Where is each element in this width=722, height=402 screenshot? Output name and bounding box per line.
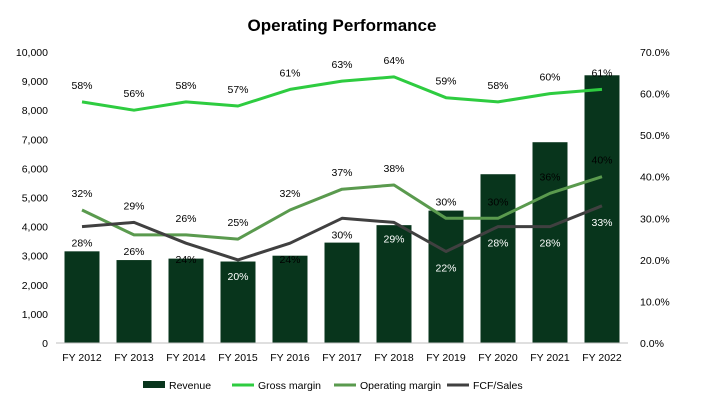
y-left-tick-label: 0: [42, 338, 48, 350]
revenue-bar: [272, 255, 308, 343]
fcf-sales-label: 28%: [71, 238, 92, 250]
operating-margin-label: 25%: [227, 217, 248, 229]
gross-margin-label: 64%: [383, 55, 404, 67]
fcf-sales-label: 24%: [175, 254, 196, 266]
gross-margin-label: 56%: [123, 88, 144, 100]
fcf-sales-line: [81, 204, 603, 262]
operating-margin-label: 36%: [539, 171, 560, 183]
legend-label: Gross margin: [258, 380, 321, 392]
gross-margin-label: 61%: [591, 67, 612, 79]
chart-title: Operating Performance: [248, 16, 437, 35]
fcf-sales-label: 33%: [591, 217, 612, 229]
operating-margin-label: 32%: [279, 188, 300, 200]
legend-label: Revenue: [169, 380, 211, 392]
y-right-tick-label: 20.0%: [640, 255, 670, 267]
y-right-tick-label: 30.0%: [640, 213, 670, 225]
operating-margin-label: 26%: [175, 213, 196, 225]
fcf-sales-label: 30%: [331, 229, 352, 241]
x-tick-label: FY 2016: [270, 352, 310, 364]
gross-margin-label: 57%: [227, 84, 248, 96]
y-left-tick-label: 5,000: [22, 193, 48, 205]
fcf-sales-label: 29%: [123, 200, 144, 212]
revenue-bar: [532, 142, 568, 343]
x-tick-label: FY 2021: [530, 352, 570, 364]
y-right-axis: 0.0% 10.0% 20.0% 30.0% 40.0% 50.0% 60.0% 70.0%: [640, 47, 670, 350]
revenue-bars: [64, 75, 620, 343]
y-right-tick-label: 50.0%: [640, 130, 670, 142]
fcf-sales-label: 28%: [539, 238, 560, 250]
operating-margin-label: 30%: [487, 196, 508, 208]
y-left-tick-label: 8,000: [22, 105, 48, 117]
y-right-tick-label: 60.0%: [640, 89, 670, 101]
revenue-bar: [324, 242, 360, 343]
revenue-bar: [220, 261, 256, 343]
gross-margin-label: 59%: [435, 76, 456, 88]
operating-margin-label: 37%: [331, 167, 352, 179]
revenue-bar: [480, 174, 516, 343]
x-tick-label: FY 2015: [218, 352, 258, 364]
fcf-sales-label: 28%: [487, 238, 508, 250]
data-labels: 58% 56% 58% 57% 61% 63% 64% 59% 58% 60% 61% 32% 26% 2…: [71, 55, 612, 283]
gross-margin-line: [81, 75, 603, 112]
y-left-tick-label: 3,000: [22, 251, 48, 263]
y-right-tick-label: 70.0%: [640, 47, 670, 59]
gross-margin-label: 58%: [71, 80, 92, 92]
x-tick-label: FY 2013: [114, 352, 154, 364]
x-tick-label: FY 2022: [582, 352, 622, 364]
x-tick-label: FY 2014: [166, 352, 206, 364]
y-right-tick-label: 40.0%: [640, 172, 670, 184]
gross-margin-label: 60%: [539, 72, 560, 84]
y-left-tick-label: 4,000: [22, 222, 48, 234]
revenue-bar: [376, 225, 412, 343]
operating-margin-label: 26%: [123, 246, 144, 258]
fcf-sales-label: 29%: [383, 233, 404, 245]
legend-swatch: [143, 381, 165, 388]
fcf-sales-label: 22%: [435, 263, 456, 275]
revenue-bar: [64, 251, 100, 343]
gross-margin-label: 63%: [331, 59, 352, 71]
revenue-bar: [116, 260, 152, 343]
x-tick-label: FY 2019: [426, 352, 466, 364]
legend-label: FCF/Sales: [473, 380, 523, 392]
operating-margin-label: 32%: [71, 188, 92, 200]
y-left-tick-label: 10,000: [16, 47, 48, 59]
x-tick-label: FY 2020: [478, 352, 518, 364]
fcf-sales-label: 20%: [227, 271, 248, 283]
y-left-tick-label: 2,000: [22, 280, 48, 292]
y-right-tick-label: 10.0%: [640, 296, 670, 308]
gross-margin-label: 61%: [279, 67, 300, 79]
x-axis: FY 2012 FY 2013 FY 2014 FY 2015 FY 2016 FY 20…: [62, 352, 622, 364]
legend-label: Operating margin: [360, 380, 441, 392]
x-tick-label: FY 2012: [62, 352, 102, 364]
y-left-axis: 0 1,000 2,000 3,000 4,000 5,000 6,000 7,000 8,00…: [16, 47, 48, 350]
operating-margin-label: 38%: [383, 163, 404, 175]
operating-margin-label: 40%: [591, 155, 612, 167]
x-tick-label: FY 2017: [322, 352, 362, 364]
y-left-tick-label: 7,000: [22, 134, 48, 146]
legend: Revenue Gross margin Operating margin FCF/S…: [143, 380, 523, 392]
gross-margin-label: 58%: [487, 80, 508, 92]
revenue-bar: [428, 210, 464, 343]
gross-margin-label: 58%: [175, 80, 196, 92]
margin-lines: [81, 75, 603, 262]
x-tick-label: FY 2018: [374, 352, 414, 364]
y-left-tick-label: 1,000: [22, 309, 48, 321]
y-left-tick-label: 6,000: [22, 163, 48, 175]
fcf-sales-label: 24%: [279, 254, 300, 266]
y-left-tick-label: 9,000: [22, 76, 48, 88]
operating-margin-label: 30%: [435, 196, 456, 208]
y-right-tick-label: 0.0%: [640, 338, 664, 350]
revenue-bar: [168, 258, 204, 343]
